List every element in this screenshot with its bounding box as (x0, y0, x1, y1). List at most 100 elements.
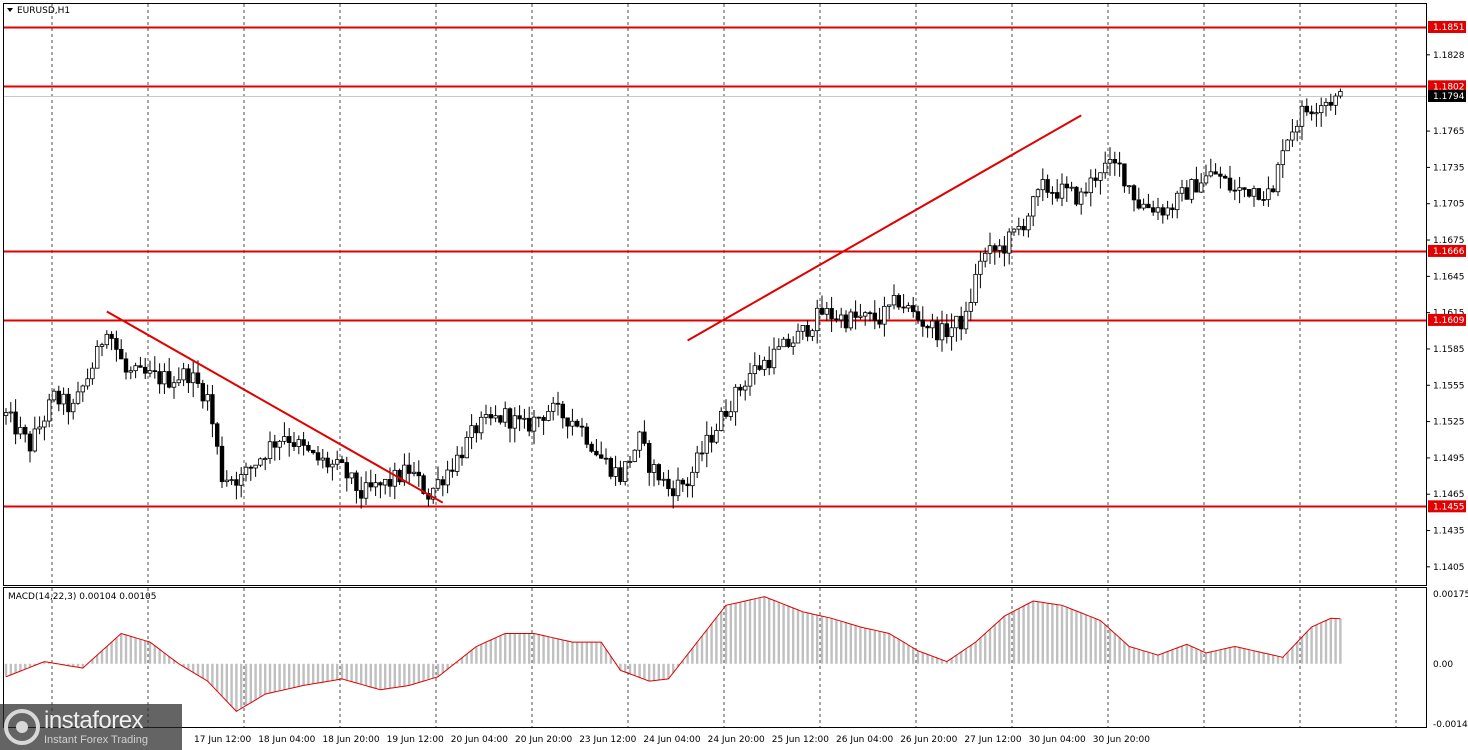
candle (234, 471, 239, 500)
candle (142, 357, 148, 379)
candle (887, 304, 892, 320)
candle (37, 416, 42, 435)
candle (675, 467, 681, 501)
candle (584, 423, 589, 449)
candle (565, 417, 570, 439)
instaforex-logo-icon (4, 709, 40, 745)
trendline-descending (106, 310, 444, 504)
candle (47, 393, 52, 428)
symbol-header[interactable]: EURUSD,H1 (7, 6, 70, 16)
price-tag-label: 1.1666 (1433, 247, 1465, 257)
candle (306, 441, 311, 453)
candle (747, 362, 753, 396)
candle (95, 340, 100, 369)
candle (1194, 166, 1199, 193)
candle (200, 379, 205, 409)
candle (1280, 139, 1285, 178)
candle (1026, 212, 1031, 238)
candle (152, 356, 157, 379)
candle (277, 439, 282, 461)
candle (349, 472, 354, 484)
candle (834, 310, 839, 323)
candle (786, 333, 791, 349)
candle (728, 400, 733, 421)
candle (925, 324, 930, 338)
candle (623, 461, 628, 486)
candle (109, 331, 114, 351)
candle (954, 315, 959, 342)
candle (935, 316, 940, 348)
time-label: 30 Jun 20:00 (1093, 735, 1150, 745)
candle (575, 419, 580, 428)
candle (555, 391, 561, 416)
candle (531, 409, 537, 445)
macd-tick-label: 0.00175 (1433, 590, 1468, 600)
time-label: 17 Jun 12:00 (194, 735, 251, 745)
price-tag (1428, 20, 1466, 33)
price-axis: 1.1828 1.1765 1.1735 1.1705 1.1675 1.1645 1.16… (1426, 20, 1468, 730)
triangle-down-icon[interactable] (7, 8, 13, 12)
instaforex-logo: instaforex Instant Forex Trading (0, 704, 182, 750)
candle (358, 476, 364, 509)
price-tick-label: 1.1828 (1433, 51, 1465, 61)
price-tag (1428, 89, 1466, 102)
candle (238, 467, 244, 498)
candle (474, 422, 479, 443)
candle (214, 421, 220, 455)
candle (642, 420, 647, 447)
candle (488, 406, 493, 426)
candle (1179, 179, 1185, 202)
candle (930, 313, 935, 339)
price-tick-label: 1.1675 (1433, 236, 1465, 246)
candle (382, 478, 388, 495)
candle (1040, 168, 1045, 202)
candle (1271, 185, 1276, 193)
candle (373, 473, 378, 496)
candle (1290, 118, 1295, 147)
candle (99, 342, 105, 357)
candle (1016, 217, 1021, 236)
candle (104, 330, 109, 349)
price-tick-label: 1.1465 (1433, 490, 1465, 500)
candle (517, 405, 522, 432)
candle (570, 408, 575, 436)
candle (75, 381, 81, 405)
candle (1007, 228, 1012, 265)
candle (1251, 185, 1257, 207)
candle (1151, 200, 1156, 216)
candle (1314, 102, 1319, 127)
candle (392, 462, 397, 500)
candle (551, 396, 556, 421)
candle (1035, 188, 1041, 207)
candle (527, 406, 532, 437)
candle (138, 356, 143, 368)
candle (1319, 97, 1324, 127)
candle (1098, 172, 1103, 195)
time-label: 19 Jun 12:00 (387, 735, 444, 745)
time-label: 20 Jun 04:00 (451, 735, 508, 745)
candle (1218, 166, 1223, 189)
candle (1213, 163, 1218, 175)
price-tick-label: 1.1405 (1433, 563, 1465, 573)
candle (656, 463, 661, 486)
candle (344, 456, 349, 492)
candle (128, 366, 133, 380)
candle (56, 385, 61, 412)
candle (243, 462, 249, 482)
candle (560, 400, 565, 429)
candle (195, 360, 201, 388)
candle (618, 460, 623, 485)
candle (416, 460, 421, 487)
candle (949, 313, 954, 351)
candle (666, 469, 671, 497)
candle (1088, 169, 1093, 207)
candle (1160, 204, 1165, 224)
candle (738, 384, 743, 397)
macd-title: MACD(14,22,3) 0.00104 0.00105 (8, 592, 157, 602)
candle (368, 469, 373, 492)
candle (1232, 179, 1237, 201)
candle (267, 431, 273, 464)
candle (90, 362, 95, 385)
candle (1136, 187, 1141, 210)
